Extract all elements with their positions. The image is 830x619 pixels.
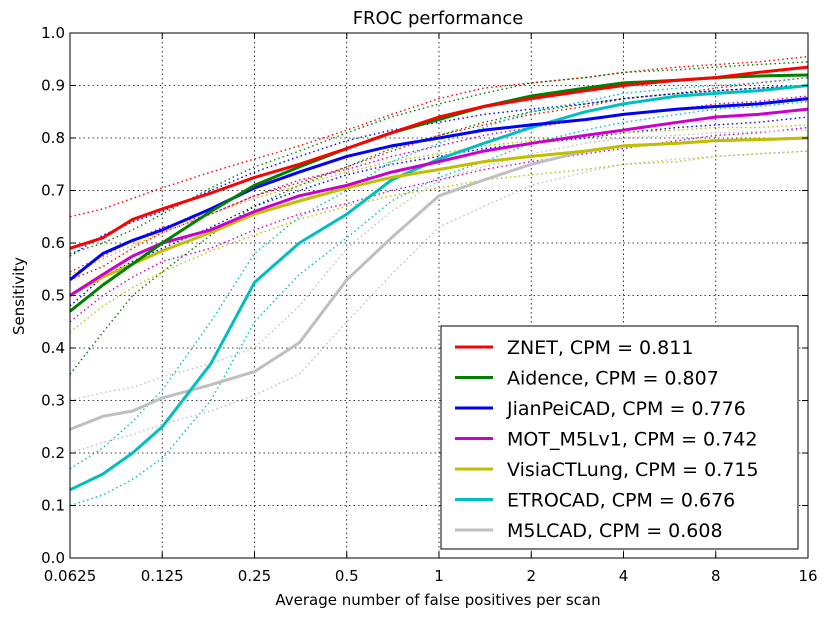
series-upper-bound	[69, 76, 809, 470]
series-upper-bound	[69, 55, 809, 218]
y-tick-label: 0.7	[41, 182, 65, 200]
legend-box	[440, 325, 799, 550]
x-tick-label: 0.5	[335, 567, 359, 585]
x-tick-label: 1	[434, 567, 444, 585]
legend-label: JianPeiCAD, CPM = 0.776	[506, 398, 746, 420]
y-tick-label: 0.8	[41, 129, 65, 147]
y-tick-label: 0.1	[41, 497, 65, 515]
series-line	[69, 97, 809, 281]
x-tick-label: 8	[711, 567, 721, 585]
legend: ZNET, CPM = 0.811 Aidence, CPM = 0.807 Jia…	[440, 325, 799, 550]
legend-label: ETROCAD, CPM = 0.676	[507, 490, 735, 512]
series-lines	[69, 65, 809, 492]
y-tick-label: 0.6	[41, 234, 65, 252]
series-upper-bound	[69, 61, 809, 255]
legend-label: VisiaCTLung, CPM = 0.715	[507, 459, 759, 481]
series-line	[69, 136, 809, 297]
y-tick-label: 0.4	[41, 339, 65, 357]
y-tick-label: 0.5	[41, 287, 65, 305]
y-axis-title: Sensitivity	[10, 257, 28, 335]
series-lower-bound	[69, 126, 809, 323]
legend-label: M5LCAD, CPM = 0.608	[507, 520, 723, 542]
x-tick-label: 16	[798, 567, 817, 585]
x-axis-ticks: 0.0625 0.125 0.25 0.5 1 2 4 8 16	[44, 33, 818, 585]
series-upper-bound	[69, 124, 809, 276]
series-lower-bound	[69, 84, 809, 375]
series-line	[69, 65, 809, 250]
x-tick-label: 0.0625	[44, 567, 97, 585]
x-tick-label: 0.125	[141, 567, 184, 585]
y-tick-label: 0.9	[41, 77, 65, 95]
y-axis-ticks: 0.0 0.1 0.2 0.3 0.4 0.5 0.6 0.7 0.8 0.9 1.0	[41, 24, 808, 567]
x-axis-title: Average number of false positives per sc…	[275, 591, 600, 609]
series-upper-bound	[69, 129, 809, 402]
y-tick-label: 0.3	[41, 392, 65, 410]
series-lower-bound	[69, 150, 809, 454]
chart-title: FROC performance	[353, 8, 524, 29]
x-tick-label: 4	[619, 567, 629, 585]
series-lower-bound	[69, 116, 809, 307]
x-tick-label: 2	[526, 567, 536, 585]
y-tick-label: 0.2	[41, 444, 65, 462]
legend-label: Aidence, CPM = 0.807	[507, 368, 719, 390]
y-tick-label: 1.0	[41, 24, 65, 42]
x-tick-label: 0.25	[238, 567, 271, 585]
y-tick-label: 0.0	[41, 549, 65, 567]
series-line	[69, 84, 809, 492]
legend-label: MOT_M5Lv1, CPM = 0.742	[507, 429, 757, 451]
legend-label: ZNET, CPM = 0.811	[507, 337, 693, 359]
